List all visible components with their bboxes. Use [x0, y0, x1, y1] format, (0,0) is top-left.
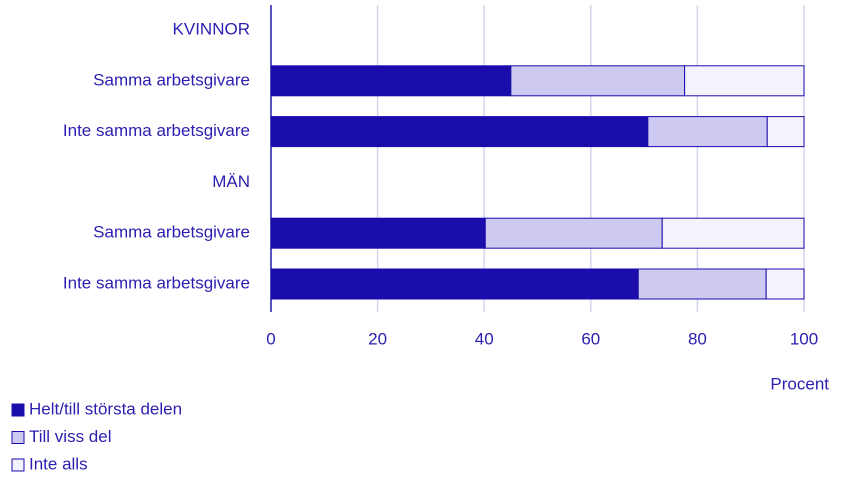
- x-tick-label: 0: [266, 329, 275, 348]
- y-tick-label: Inte samma arbetsgivare: [63, 273, 250, 292]
- x-tick-label: 80: [688, 329, 707, 348]
- y-tick-label: KVINNOR: [173, 19, 250, 38]
- bar-segment: [484, 217, 663, 249]
- bar-segment: [270, 268, 639, 300]
- bar-segment: [765, 268, 805, 300]
- legend-swatch: [11, 458, 25, 472]
- y-tick-label: Samma arbetsgivare: [93, 70, 250, 89]
- legend-label: Till viss del: [29, 427, 112, 446]
- legend-swatch: [11, 403, 25, 417]
- bar-segment: [270, 116, 649, 148]
- legend-label: Helt/till största delen: [29, 399, 182, 418]
- bar-segment: [647, 116, 768, 148]
- y-tick-label: MÄN: [212, 172, 250, 191]
- legend-swatch: [11, 431, 25, 444]
- y-tick-label: Samma arbetsgivare: [93, 223, 250, 242]
- bar-segment: [661, 217, 805, 249]
- x-tick-label: 20: [368, 329, 387, 348]
- bar-segment: [270, 217, 486, 249]
- bar-segment: [684, 65, 805, 97]
- x-tick-label: 100: [790, 329, 818, 348]
- legend-label: Inte alls: [29, 454, 88, 473]
- y-tick-label: Inte samma arbetsgivare: [63, 121, 250, 140]
- x-tick-label: 60: [581, 329, 600, 348]
- x-tick-label: 40: [475, 329, 494, 348]
- x-axis-label: Procent: [770, 374, 829, 393]
- bar-segment: [270, 65, 512, 97]
- bar-segment: [766, 116, 805, 148]
- bar-segment: [637, 268, 767, 300]
- bar-segment: [510, 65, 686, 97]
